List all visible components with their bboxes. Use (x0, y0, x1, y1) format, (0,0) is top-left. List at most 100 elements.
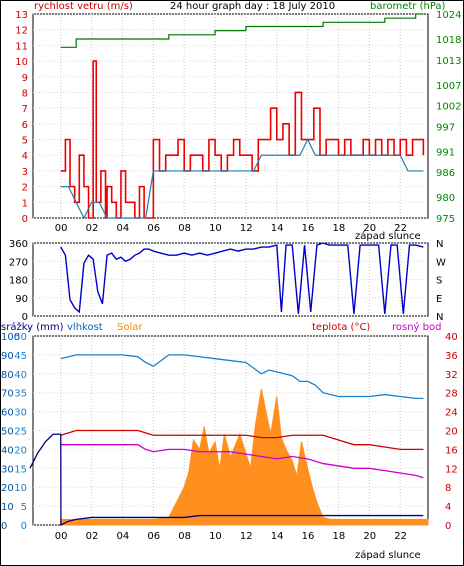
wind-x-tick-label: 00 (55, 223, 68, 234)
rain-x-tick-label: 20 (363, 531, 376, 542)
rain-tick-label: 90 (1, 351, 14, 362)
temperature-series-line (60, 429, 424, 451)
wind-speed-tick-label: 13 (15, 10, 28, 21)
humidity-tick-label: 5 (21, 502, 27, 513)
wind-x-tick-label: 02 (86, 223, 99, 234)
temperature-tick-label: 16 (445, 445, 458, 456)
wind-speed-tick-label: 7 (22, 104, 28, 115)
rain-x-tick-label: 00 (55, 531, 68, 542)
wind-x-tick-label: 10 (209, 223, 222, 234)
humidity-axis-title: vlhkost (67, 322, 103, 333)
barometer-tick-label: 1013 (436, 56, 461, 67)
wind-grid (33, 13, 428, 219)
humidity-tick-label: 0 (21, 521, 27, 532)
humidity-tick-label: 50 (14, 332, 27, 343)
rain-x-tick-label: 12 (240, 531, 253, 542)
direction-degree-label: 90 (15, 294, 28, 305)
wind-x-tick-label: 12 (240, 223, 253, 234)
temperature-tick-label: 40 (445, 332, 458, 343)
barometer-tick-label: 1018 (436, 35, 461, 46)
wind-speed-tick-label: 0 (22, 214, 28, 225)
rain-tick-label: 30 (1, 464, 14, 475)
rain-tick-label: 70 (1, 389, 14, 400)
rain-tick-label: 50 (1, 427, 14, 438)
temperature-tick-label: 32 (445, 370, 458, 381)
direction-degree-label: 360 (9, 239, 28, 250)
barometer-tick-label: 986 (436, 168, 455, 179)
rain-tick-label: 40 (1, 445, 14, 456)
rain-tick-label: 80 (1, 370, 14, 381)
rain-x-tick-label: 14 (271, 531, 284, 542)
humidity-series-line (60, 354, 424, 400)
direction-degree-label: 0 (22, 312, 28, 323)
wind-speed-tick-label: 10 (15, 57, 28, 68)
wind-x-tick-label: 14 (271, 223, 284, 234)
temperature-tick-label: 28 (445, 389, 458, 400)
wind-speed-tick-label: 8 (22, 88, 28, 99)
wind-speed-tick-label: 11 (15, 41, 28, 52)
sunset-label-bottom: západ slunce (355, 549, 421, 561)
compass-label: E (436, 294, 442, 305)
rain-humidity-temp-panel: srážky (mm) vlhkost Solar teplota (°C) r… (1, 321, 458, 561)
temperature-tick-label: 24 (445, 408, 458, 419)
humidity-tick-label: 25 (14, 427, 27, 438)
dewpoint-axis-title: rosný bod (392, 321, 441, 333)
rain-axis-title: srážky (mm) (1, 321, 64, 333)
gust_line-series-line (60, 138, 424, 220)
humidity-tick-label: 40 (14, 370, 27, 381)
rain-tick-labels: 0 10 20 30 40 50 60 70 80 90 100 (1, 332, 20, 532)
rain-x-tick-label: 06 (147, 531, 160, 542)
direction-degree-labels: 0 90 180 270 360 (9, 239, 28, 323)
humidity-tick-label: 35 (14, 389, 27, 400)
barometer-series-line (60, 13, 424, 48)
rain-x-tick-labels: 00 02 04 06 08 10 12 14 16 18 20 22 (55, 531, 407, 542)
wind-x-tick-label: 04 (116, 223, 129, 234)
chart-title: 24 hour graph day : 18 July 2010 (170, 1, 335, 12)
humidity-tick-label: 45 (14, 351, 27, 362)
wind-x-tick-labels: 00 02 04 06 08 10 12 14 16 18 20 22 (55, 223, 407, 234)
wind-speed-tick-label: 3 (22, 167, 28, 178)
rain-humidity-temp-series (29, 354, 424, 527)
rain-tick-label: 10 (1, 502, 14, 513)
wind-pressure-panel: rychlost vetru (m/s) 24 hour graph day :… (15, 1, 461, 242)
wind-speed-tick-label: 6 (22, 120, 28, 131)
temperature-tick-label: 4 (445, 502, 451, 513)
solar-area-fill (60, 388, 429, 526)
rain-x-tick-label: 08 (178, 531, 191, 542)
wind-speed-tick-label: 12 (15, 26, 28, 37)
temperature-tick-labels: 0 4 8 12 16 20 24 28 32 36 40 (445, 332, 458, 532)
direction-series (60, 242, 424, 315)
solar-area (60, 388, 429, 526)
rain-x-tick-label: 22 (394, 531, 407, 542)
rain-x-tick-label: 10 (209, 531, 222, 542)
rain-tick-label: 20 (1, 483, 14, 494)
rain-tick-label: 100 (1, 332, 20, 343)
temperature-tick-label: 36 (445, 351, 458, 362)
wind-plot-area (32, 13, 429, 219)
humidity-tick-label: 10 (14, 483, 27, 494)
barometer-tick-label: 980 (436, 193, 455, 204)
barometer-tick-label: 1007 (436, 81, 461, 92)
direction-degree-label: 180 (9, 276, 28, 287)
wind-x-tick-label: 20 (363, 223, 376, 234)
temperature-tick-label: 12 (445, 464, 458, 475)
humidity-tick-labels: 0 5 10 15 20 25 30 35 40 45 50 (14, 332, 27, 532)
temperature-tick-label: 20 (445, 427, 458, 438)
wind-speed-tick-label: 4 (22, 151, 28, 162)
direction-series-line (60, 242, 424, 315)
wind-x-tick-label: 08 (178, 223, 191, 234)
humidity-tick-label: 20 (14, 445, 27, 456)
rain-x-tick-label: 02 (86, 531, 99, 542)
wind-x-tick-label: 22 (394, 223, 407, 234)
wind-speed-tick-label: 1 (22, 198, 28, 209)
temperature-tick-label: 8 (445, 483, 451, 494)
wind-x-tick-label: 18 (333, 223, 346, 234)
direction-degree-label: 270 (9, 257, 28, 268)
barometer-tick-labels: 975 980 986 991 997 1002 1007 1013 1018 1024 (436, 10, 461, 225)
barometer-tick-label: 1024 (436, 10, 461, 21)
compass-label: S (436, 276, 442, 287)
